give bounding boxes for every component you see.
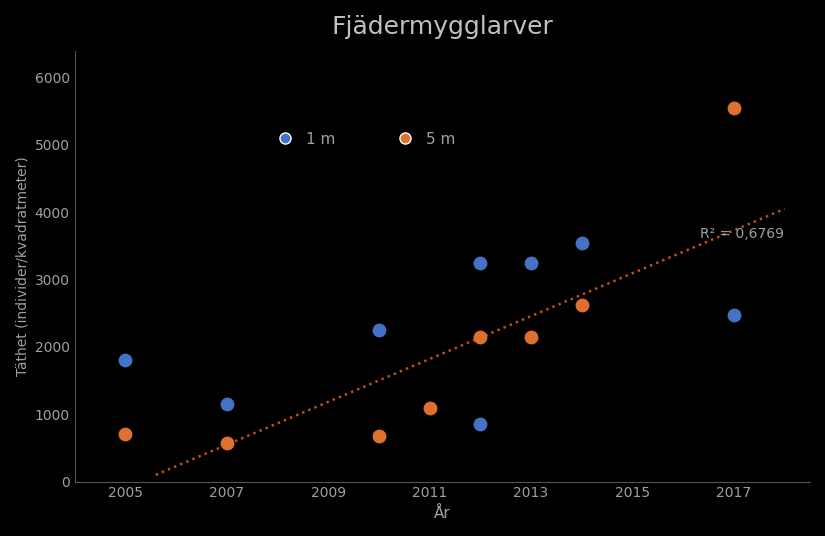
- Point: [474, 332, 487, 341]
- Point: [119, 356, 132, 364]
- Y-axis label: Täthet (individer/kvadratmeter): Täthet (individer/kvadratmeter): [15, 156, 29, 376]
- Point: [372, 431, 385, 440]
- Text: R² = 0,6769: R² = 0,6769: [700, 227, 785, 241]
- Point: [474, 420, 487, 429]
- Point: [525, 258, 538, 267]
- Point: [220, 438, 233, 447]
- Legend: 1 m, 5 m: 1 m, 5 m: [270, 131, 455, 146]
- Point: [423, 403, 436, 412]
- Point: [220, 400, 233, 408]
- Point: [525, 332, 538, 341]
- Point: [575, 301, 588, 309]
- Point: [372, 326, 385, 334]
- Point: [119, 430, 132, 439]
- Point: [728, 103, 741, 112]
- Point: [575, 239, 588, 247]
- Point: [728, 311, 741, 319]
- Point: [474, 258, 487, 267]
- Title: Fjädermygglarver: Fjädermygglarver: [332, 15, 554, 39]
- X-axis label: År: År: [434, 506, 450, 521]
